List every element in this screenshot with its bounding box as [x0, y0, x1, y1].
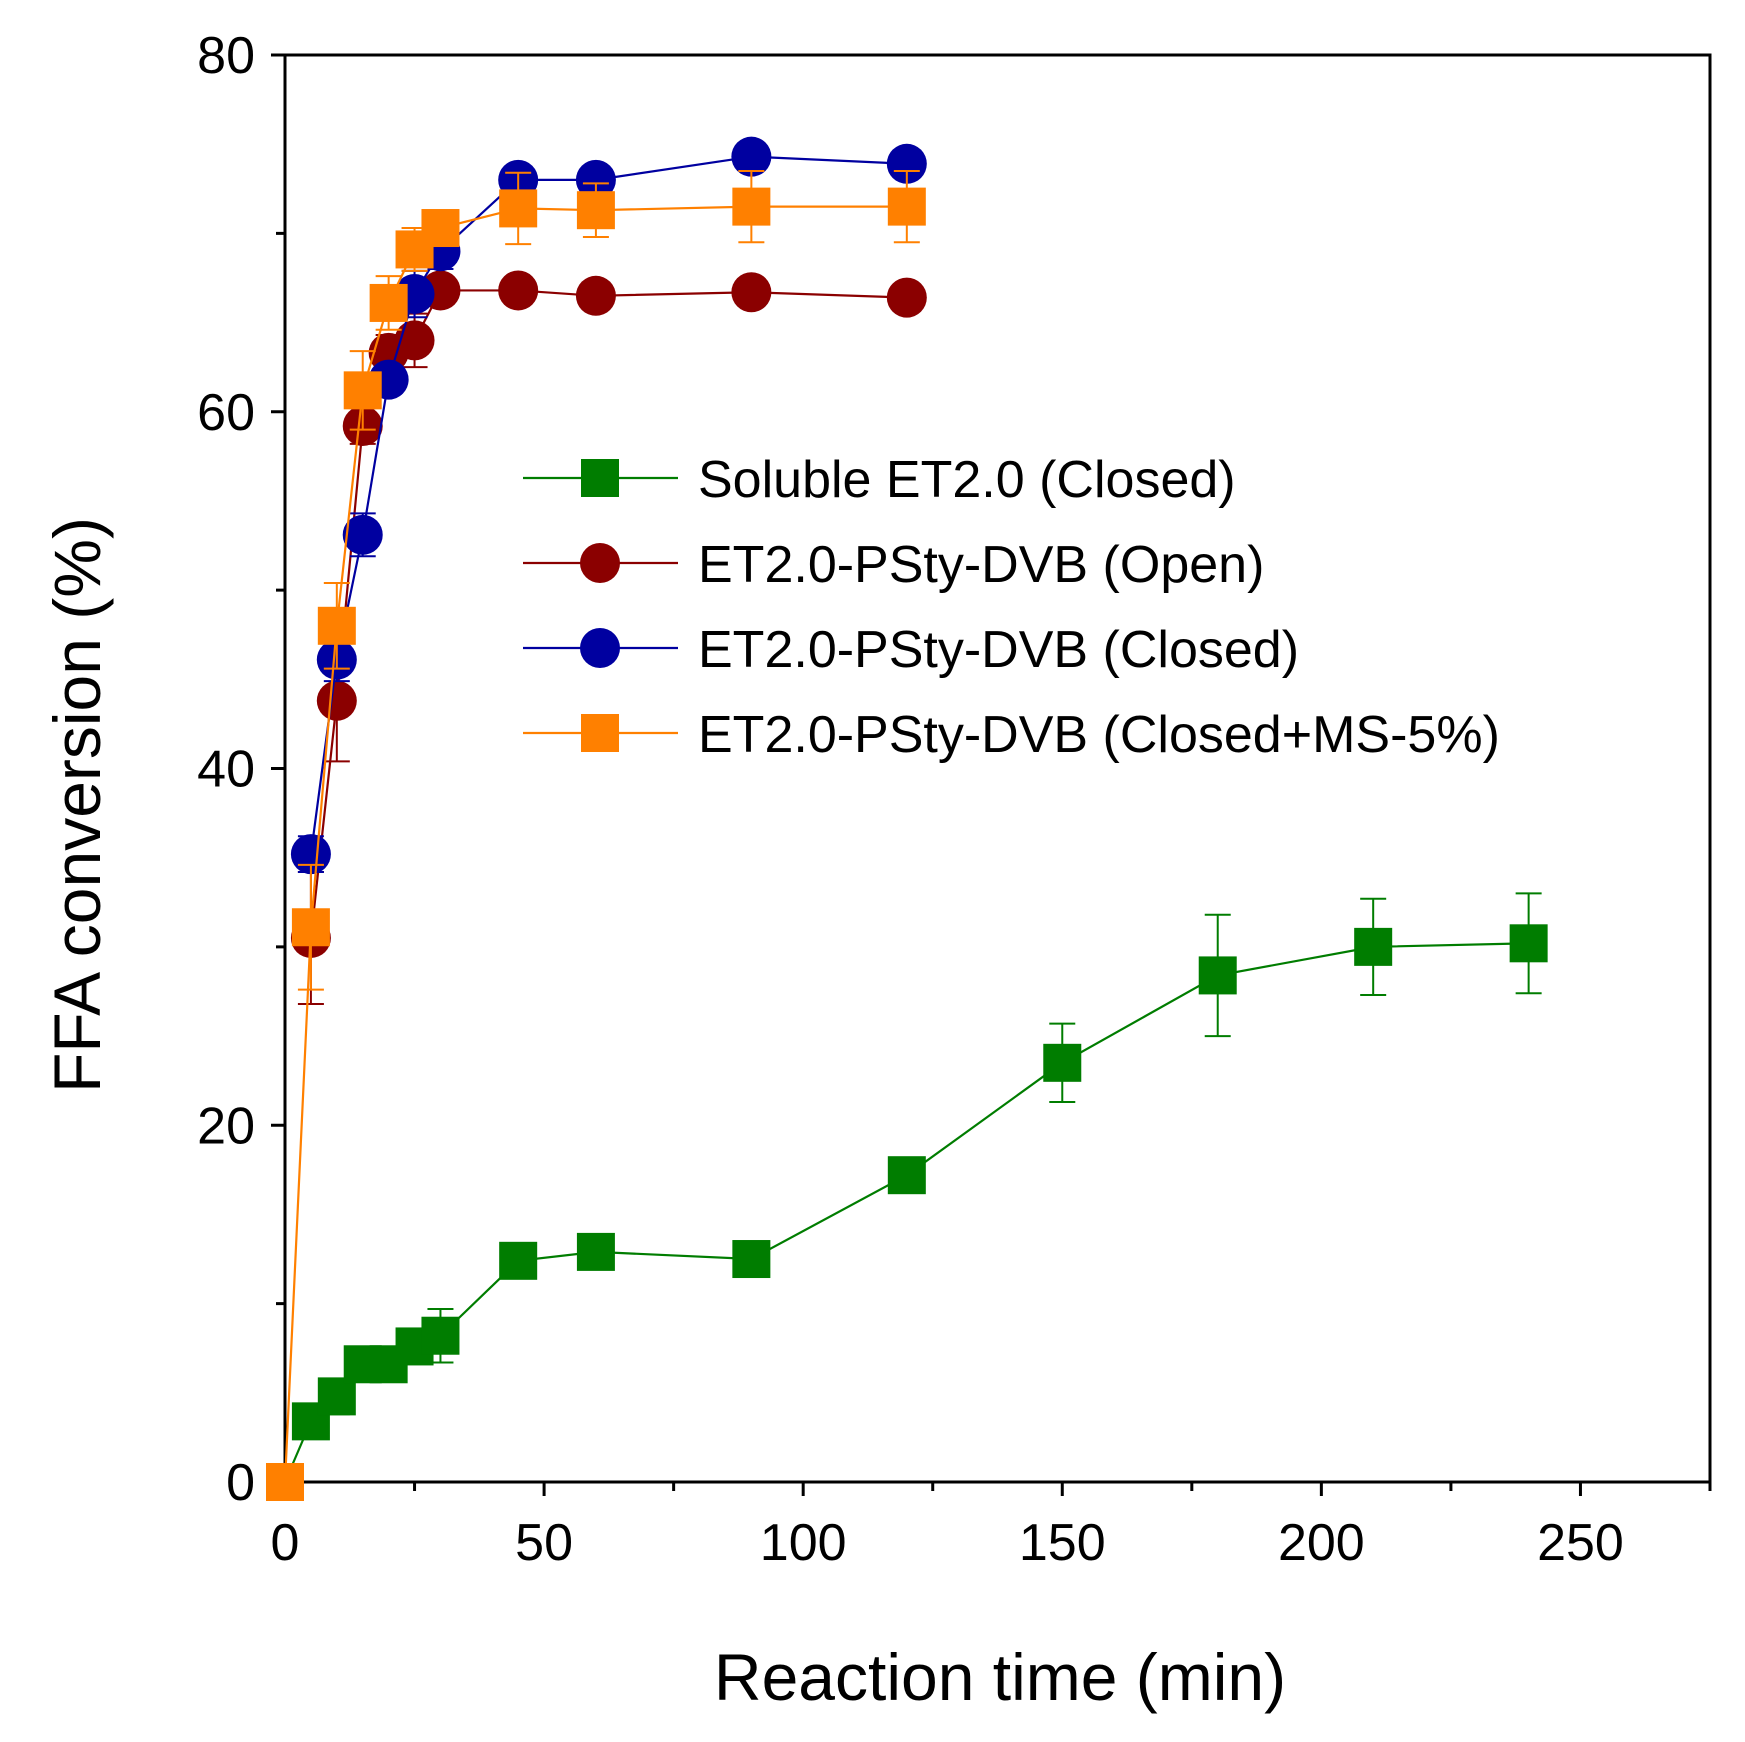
data-point: [576, 191, 615, 230]
data-point: [291, 908, 330, 947]
y-tick-label: 40: [197, 741, 255, 799]
series-line: [283, 942, 1529, 1483]
data-point: [1509, 924, 1548, 963]
data-point: [498, 270, 539, 311]
data-point: [732, 1240, 771, 1279]
data-point: [499, 1241, 538, 1280]
series-line: [309, 155, 907, 855]
data-point: [732, 187, 771, 226]
data-point: [369, 283, 408, 322]
y-tick-label: 60: [197, 384, 255, 442]
data-point: [317, 606, 356, 645]
legend-marker: [581, 459, 619, 497]
data-point: [1043, 1043, 1082, 1082]
data-point: [576, 1232, 615, 1271]
data-point: [342, 514, 383, 555]
data-point: [317, 1377, 356, 1416]
data-point: [575, 275, 616, 316]
legend-label: ET2.0-PSty-DVB (Closed+MS-5%): [698, 706, 1500, 764]
legend-item: ET2.0-PSty-DVB (Closed+MS-5%): [523, 706, 1500, 764]
x-tick-label: 150: [1019, 1514, 1106, 1572]
data-point: [421, 1316, 460, 1355]
data-point: [316, 680, 357, 721]
data-point: [575, 159, 616, 200]
data-point: [421, 209, 460, 248]
legend-marker: [581, 714, 619, 752]
series-line: [309, 289, 907, 939]
x-tick-label: 50: [515, 1514, 573, 1572]
y-tick-label: 80: [197, 27, 255, 85]
y-axis-title: FFA conversion (%): [40, 517, 114, 1093]
data-point: [1198, 956, 1237, 995]
data-point: [731, 272, 772, 313]
y-tick-label: 20: [197, 1097, 255, 1155]
data-point: [1354, 927, 1393, 966]
x-tick-label: 250: [1537, 1514, 1624, 1572]
x-axis-title: Reaction time (min): [714, 1640, 1286, 1714]
y-tick-label: 0: [226, 1454, 255, 1512]
data-point: [886, 277, 927, 318]
series-4: [266, 169, 926, 1501]
legend-label: ET2.0-PSty-DVB (Open): [698, 536, 1264, 594]
data-point: [731, 136, 772, 177]
data-point: [499, 189, 538, 228]
legend-marker: [580, 543, 620, 583]
data-point: [886, 143, 927, 184]
legend-item: ET2.0-PSty-DVB (Open): [523, 536, 1264, 594]
data-point: [887, 187, 926, 226]
x-tick-label: 0: [271, 1514, 300, 1572]
legend-item: Soluble ET2.0 (Closed): [523, 451, 1236, 509]
legend: Soluble ET2.0 (Closed) ET2.0-PSty-DVB (Op…: [523, 451, 1500, 764]
x-tick-label: 100: [760, 1514, 847, 1572]
legend-item: ET2.0-PSty-DVB (Closed): [523, 621, 1299, 679]
data-point: [266, 1463, 304, 1501]
data-point: [343, 371, 382, 410]
data-point: [887, 1156, 926, 1195]
series-1: [266, 892, 1548, 1501]
plot-frame: [283, 53, 1712, 1484]
x-tick-label: 200: [1278, 1514, 1365, 1572]
legend-marker: [580, 628, 620, 668]
legend-label: ET2.0-PSty-DVB (Closed): [698, 621, 1299, 679]
legend-label: Soluble ET2.0 (Closed): [698, 451, 1236, 509]
